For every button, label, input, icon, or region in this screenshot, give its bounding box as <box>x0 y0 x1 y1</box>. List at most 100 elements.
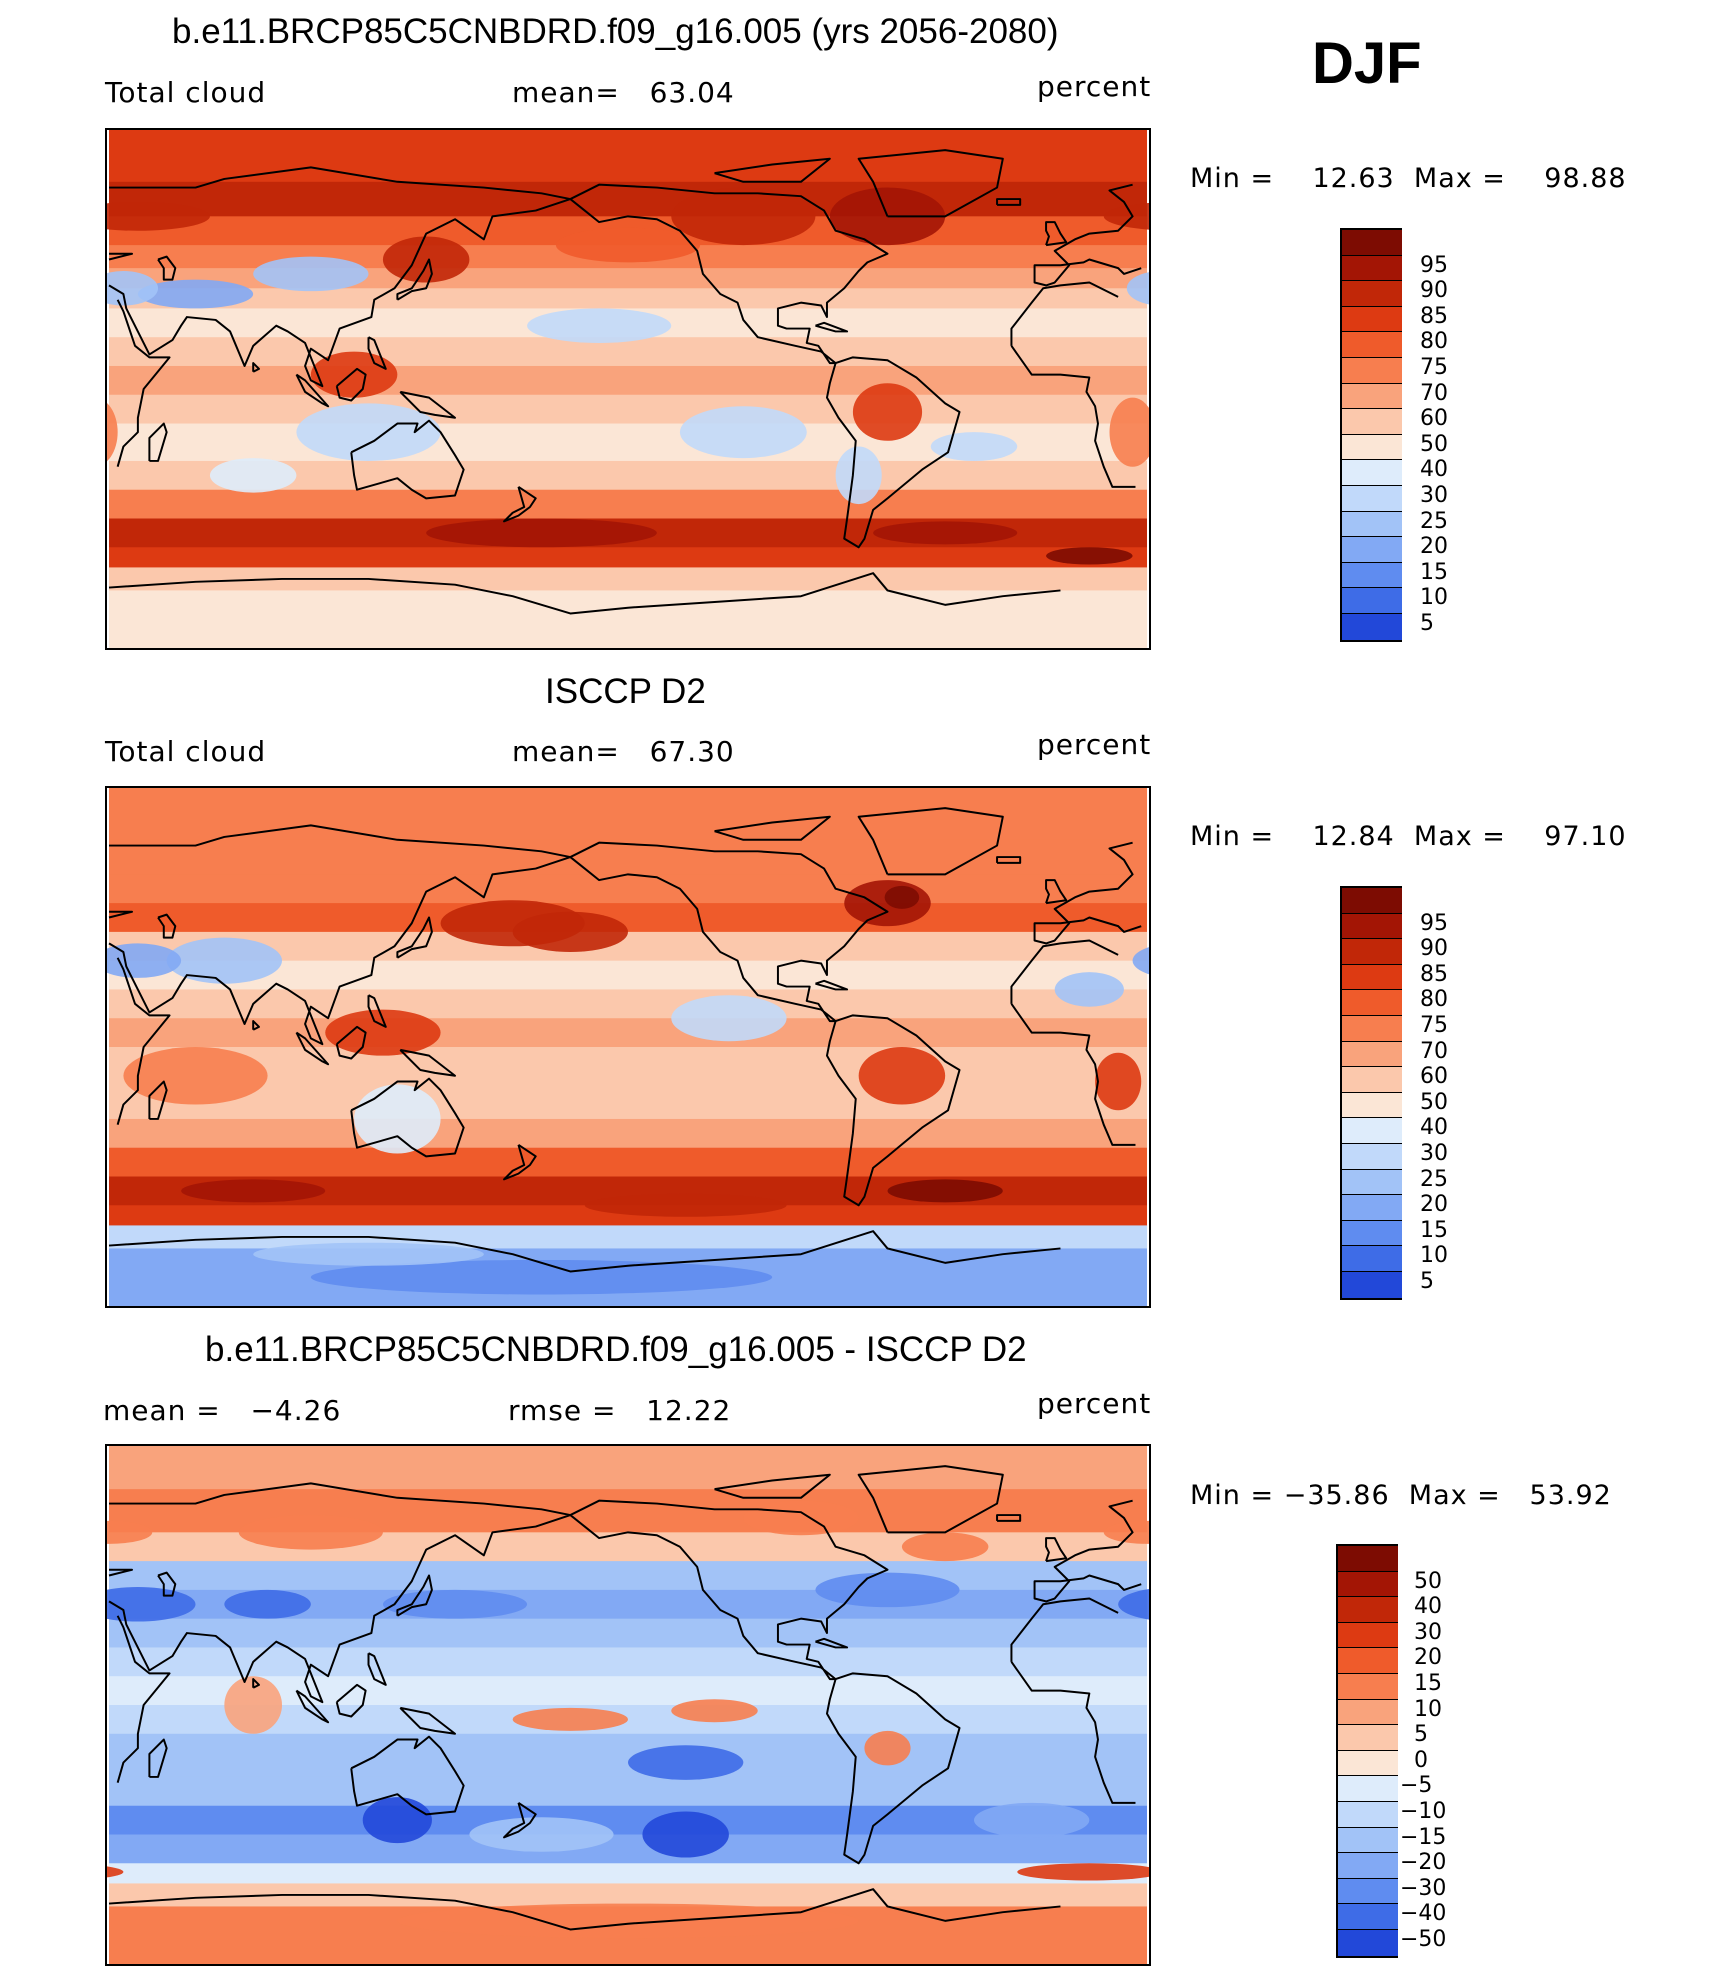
colorbar-tick-label: 75 <box>1420 355 1448 380</box>
cloud-band <box>109 394 1147 425</box>
coastline <box>108 252 134 261</box>
colorbar-tick-label: 30 <box>1420 483 1448 508</box>
min-max-label: Min = −35.86 Max = 53.92 <box>1190 1480 1612 1511</box>
colorbar-tick-label: 15 <box>1414 1671 1442 1696</box>
cloud-anomaly-region <box>253 1242 484 1266</box>
cloud-anomaly-region <box>1126 272 1149 305</box>
cloud-band <box>109 567 1147 591</box>
units-label: percent <box>1037 1387 1152 1420</box>
colorbar: 95 90 85 80 75 70 60 50 40 30 25 20 15 10 5 <box>1340 886 1540 1302</box>
colorbar-swatch <box>1342 306 1402 333</box>
colorbar-swatch <box>1342 434 1402 461</box>
cloud-anomaly-region <box>181 1179 326 1203</box>
colorbar-tick-label: 10 <box>1414 1696 1442 1722</box>
colorbar-swatch <box>1338 1801 1398 1828</box>
cloud-anomaly-region <box>930 432 1018 461</box>
variable-label: Total cloud <box>105 735 267 768</box>
coastline <box>295 1031 330 1066</box>
colorbar-swatch <box>1338 1776 1398 1802</box>
colorbar-tick-label: 90 <box>1420 278 1448 304</box>
coastline <box>396 1574 433 1617</box>
coastline <box>1010 345 1136 488</box>
cloud-band <box>109 268 1147 289</box>
cloud-band <box>109 1618 1147 1648</box>
coastline <box>399 390 457 419</box>
cloud-band <box>109 1047 1147 1077</box>
colorbar-swatch <box>1342 1067 1402 1093</box>
cloud-band <box>109 1776 1147 1807</box>
cloud-anomaly-region <box>815 1572 960 1608</box>
cloud-anomaly-region <box>1046 547 1133 565</box>
cloud-anomaly-region <box>354 1084 441 1154</box>
colorbar-tick-label: −30 <box>1400 1875 1447 1901</box>
cloud-anomaly-region <box>1103 1520 1149 1544</box>
coastline <box>335 367 367 402</box>
colorbar-swatch <box>1342 964 1402 991</box>
colorbar-swatch <box>1342 537 1402 563</box>
coastline <box>108 910 134 919</box>
cloud-anomaly-region <box>107 403 118 462</box>
colorbar-tick-label: 10 <box>1420 1243 1448 1269</box>
colorbar-tick-label: 50 <box>1414 1568 1442 1594</box>
coastline <box>350 419 465 500</box>
cloud-band <box>109 989 1147 1019</box>
coastline <box>252 362 260 373</box>
map-panel <box>105 128 1151 650</box>
cloud-field <box>107 788 1149 1306</box>
mean-label: mean= 63.04 <box>512 76 735 109</box>
colorbar-swatch <box>1342 460 1402 486</box>
coastline <box>503 486 537 523</box>
colorbar-swatch <box>1342 1092 1402 1119</box>
coastline <box>714 815 831 841</box>
colorbar-swatch <box>1338 1929 1398 1956</box>
cloud-anomaly-region <box>679 406 807 459</box>
cloud-anomaly-region <box>107 201 210 231</box>
colorbar-tick-label: 60 <box>1420 406 1448 432</box>
cloud-band <box>109 1075 1147 1120</box>
coastline <box>295 373 330 408</box>
colorbar-tick-label: 80 <box>1420 987 1448 1013</box>
cloud-band <box>109 1647 1147 1677</box>
cloud-anomaly-region <box>1132 947 1149 975</box>
cloud-anomaly-region <box>253 256 369 292</box>
coastline <box>825 356 961 549</box>
cloud-anomaly-region <box>858 1047 946 1105</box>
cloud-anomaly-region <box>512 1707 628 1731</box>
cloud-band <box>109 788 1147 841</box>
coastline <box>1033 841 1142 945</box>
coastline <box>996 198 1022 206</box>
cloud-field <box>107 1446 1149 1964</box>
colorbar-swatch <box>1342 383 1402 410</box>
colorbar-tick-label: 25 <box>1420 508 1448 534</box>
cloud-map <box>107 788 1149 1306</box>
colorbar-swatch <box>1342 511 1402 538</box>
colorbar-swatch <box>1338 1750 1398 1777</box>
coastline <box>1045 879 1068 905</box>
colorbar-swatch <box>1342 1118 1402 1144</box>
colorbar-tick-label: 50 <box>1420 431 1448 457</box>
cloud-anomaly-region <box>671 1699 758 1723</box>
colorbar-tick-label: 5 <box>1420 1269 1434 1294</box>
coastline <box>148 1738 168 1778</box>
coastline <box>350 1735 465 1816</box>
coastlines <box>108 149 1142 615</box>
colorbar-swatch <box>1338 1853 1398 1879</box>
cloud-anomaly-region <box>426 518 657 548</box>
cloud-band <box>109 1805 1147 1835</box>
cloud-anomaly-region <box>107 271 159 306</box>
cloud-band <box>109 1446 1147 1490</box>
cloud-band <box>109 1676 1147 1706</box>
coastline <box>1010 1661 1136 1804</box>
colorbar-swatch <box>1342 888 1402 914</box>
colorbar-swatch <box>1342 357 1402 384</box>
cloud-band <box>109 365 1147 396</box>
coastline <box>569 841 889 1023</box>
cloud-anomaly-region <box>1118 1588 1149 1620</box>
cloud-anomaly-region <box>107 943 182 978</box>
cloud-anomaly-region <box>584 1193 787 1217</box>
colorbar-swatch <box>1338 1597 1398 1623</box>
cloud-anomaly-region <box>873 521 1018 545</box>
colorbar-tick-label: 20 <box>1420 1192 1448 1218</box>
units-label: percent <box>1037 70 1152 103</box>
cloud-anomaly-region <box>852 383 923 441</box>
